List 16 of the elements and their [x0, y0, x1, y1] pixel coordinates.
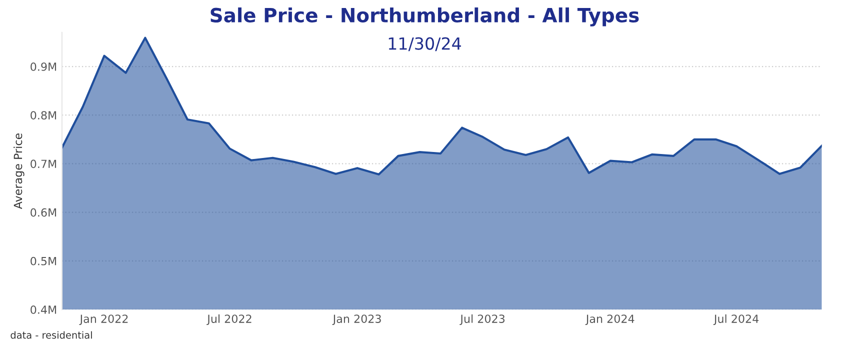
- chart-title: Sale Price - Northumberland - All Types: [210, 7, 639, 26]
- y-tick-label: 0.9M: [30, 62, 56, 71]
- x-tick-label: Jan 2022: [79, 314, 128, 326]
- x-tick-label: Jan 2024: [585, 314, 634, 326]
- text: data - residential: [10, 331, 92, 339]
- y-tick-label: 0.5M: [30, 256, 56, 266]
- y-tick-label: 0.6M: [30, 208, 56, 217]
- y-axis-title: Average Price: [14, 133, 24, 210]
- chart-subtitle: 11/30/24: [388, 37, 461, 52]
- x-tick-label: Jan 2023: [332, 314, 381, 326]
- x-tick-label: Jul 2024: [713, 314, 759, 326]
- x-tick-label: Jul 2022: [206, 314, 252, 326]
- x-tick-label: Jul 2023: [460, 314, 505, 326]
- y-tick-label: 0.4M: [30, 305, 56, 314]
- y-tick-label: 0.8M: [30, 111, 56, 120]
- y-tick-label: 0.7M: [30, 160, 56, 168]
